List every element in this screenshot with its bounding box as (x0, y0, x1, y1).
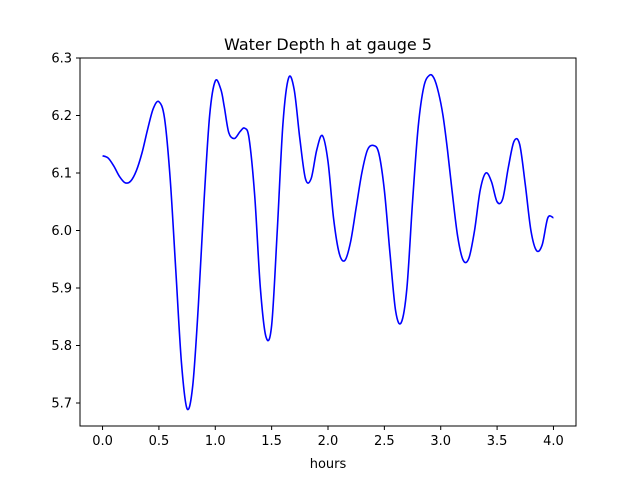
series-line (102, 73, 554, 411)
y-axis-ticks: 5.7 5.8 5.9 6.0 6.1 6.2 6.3 (51, 52, 80, 412)
x-axis-label: hours (310, 457, 347, 472)
x-tick-label: 0.5 (149, 434, 170, 449)
x-tick-label: 1.5 (261, 434, 282, 449)
x-tick-label: 2.5 (374, 434, 395, 449)
x-tick-label: 1.0 (205, 434, 226, 449)
x-axis-ticks: 0.0 0.5 1.0 1.5 2.0 2.5 3.0 3.5 4.0 (92, 426, 564, 449)
y-tick-label: 6.3 (51, 52, 72, 67)
series-layer (102, 73, 554, 411)
x-tick-label: 0.0 (92, 434, 113, 449)
y-tick-label: 5.7 (51, 397, 72, 412)
y-tick-label: 6.2 (51, 109, 72, 124)
plot-area (80, 58, 576, 426)
plot-frame (79, 57, 577, 427)
y-tick-label: 6.0 (51, 224, 72, 239)
x-tick-label: 2.0 (318, 434, 339, 449)
x-tick-label: 3.0 (430, 434, 451, 449)
chart-title: Water Depth h at gauge 5 (224, 35, 432, 54)
x-tick-label: 3.5 (487, 434, 508, 449)
y-tick-label: 6.1 (51, 167, 72, 182)
x-tick-label: 4.0 (543, 434, 564, 449)
y-tick-label: 5.9 (51, 282, 72, 297)
y-tick-label: 5.8 (51, 339, 72, 354)
